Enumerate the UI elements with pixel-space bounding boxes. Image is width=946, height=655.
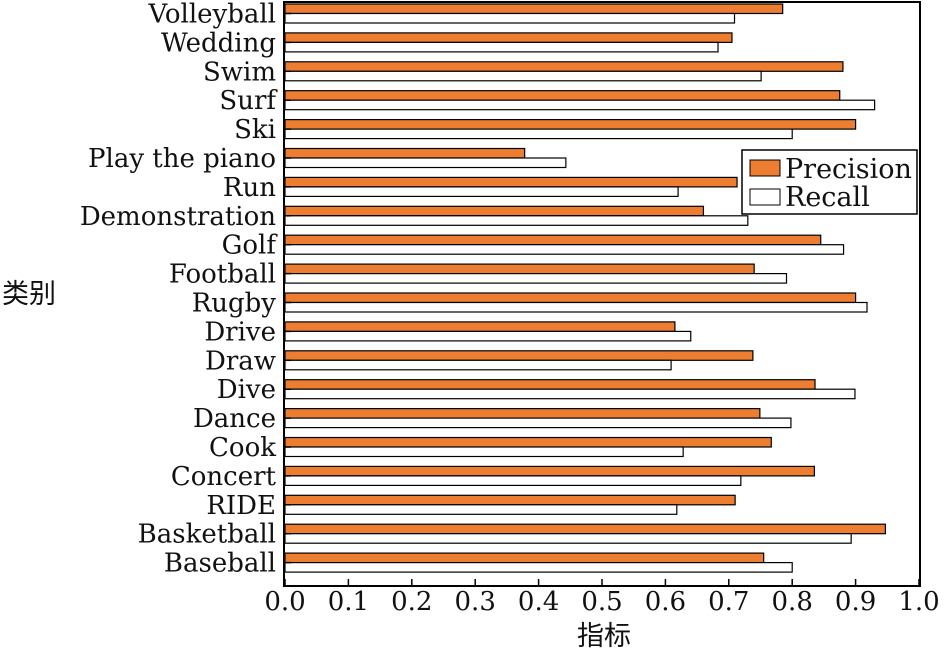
legend-label-precision: Precision bbox=[785, 154, 912, 185]
x-tick-label: 0.9 bbox=[835, 587, 876, 617]
bar-recall-dive bbox=[284, 388, 856, 400]
x-tick-label: 1.0 bbox=[898, 587, 939, 617]
bar-precision-ride bbox=[284, 494, 736, 506]
category-label-dive: Dive bbox=[217, 375, 276, 405]
bar-recall-demonstration bbox=[284, 215, 749, 226]
x-tick-label: 0.5 bbox=[581, 587, 622, 617]
category-label-swim: Swim bbox=[203, 57, 276, 87]
category-label-run: Run bbox=[223, 173, 276, 203]
bar-precision-swim bbox=[284, 61, 844, 72]
x-tick-label: 0.7 bbox=[708, 587, 749, 617]
category-label-demonstration: Demonstration bbox=[80, 202, 276, 232]
bar-precision-drive bbox=[284, 321, 676, 332]
y-axis-title: 类别 bbox=[2, 279, 56, 310]
category-label-draw: Draw bbox=[205, 346, 276, 376]
bar-precision-concert bbox=[284, 465, 815, 477]
bar-precision-surf bbox=[284, 90, 841, 101]
category-label-ski: Ski bbox=[234, 115, 276, 145]
bar-precision-dive bbox=[284, 379, 816, 390]
bar-recall-wedding bbox=[284, 41, 719, 53]
bar-recall-football bbox=[284, 273, 788, 284]
bar-recall-baseball bbox=[284, 561, 793, 573]
category-label-baseball: Baseball bbox=[164, 549, 276, 579]
bar-recall-rugby bbox=[284, 301, 868, 313]
bar-recall-draw bbox=[284, 359, 672, 371]
bar-precision-baseball bbox=[284, 552, 765, 564]
category-label-surf: Surf bbox=[219, 86, 278, 116]
bar-precision-draw bbox=[284, 350, 754, 361]
bar-precision-demonstration bbox=[284, 205, 705, 217]
category-label-dance: Dance bbox=[193, 404, 276, 434]
bar-recall-basketball bbox=[284, 533, 852, 544]
bar-precision-cook bbox=[284, 436, 772, 448]
x-tick-labels: 0.0 0.1 0.2 0.3 0.4 0.5 0.6 0.7 0.8 0.9 1.0 bbox=[264, 587, 939, 617]
x-axis-title: 指标 bbox=[577, 621, 631, 652]
bar-recall-volleyball bbox=[284, 12, 736, 24]
bar-precision-dance bbox=[284, 408, 761, 419]
bar-precision-ski bbox=[284, 118, 857, 130]
category-label-rugby: Rugby bbox=[192, 289, 277, 319]
bar-recall-golf bbox=[284, 244, 845, 255]
bar-precision-golf bbox=[284, 234, 822, 246]
bar-recall-run bbox=[284, 186, 679, 197]
bar-precision-run bbox=[284, 176, 738, 188]
bar-recall-ride bbox=[284, 504, 678, 515]
category-label-cook: Cook bbox=[209, 433, 276, 463]
bar-precision-rugby bbox=[284, 292, 857, 304]
bar-precision-volleyball bbox=[284, 3, 784, 15]
x-tick-label: 0.4 bbox=[518, 587, 559, 617]
bar-recall-dance bbox=[284, 417, 792, 429]
x-tick-label: 0.1 bbox=[328, 587, 369, 617]
x-tick-label: 0.2 bbox=[391, 587, 432, 617]
legend: Precision Recall bbox=[741, 149, 918, 215]
bar-recall-cook bbox=[284, 446, 684, 458]
bar-precision-football bbox=[284, 263, 755, 275]
x-tick-label: 0.8 bbox=[772, 587, 813, 617]
bar-precision-play-the-piano bbox=[284, 147, 526, 159]
x-tick-label: 0.0 bbox=[264, 587, 305, 617]
legend-swatch-precision bbox=[749, 159, 781, 177]
category-label-ride: RIDE bbox=[206, 491, 276, 521]
legend-label-recall: Recall bbox=[785, 182, 870, 213]
category-label-wedding: Wedding bbox=[161, 28, 276, 58]
category-label-concert: Concert bbox=[171, 462, 277, 492]
x-tick-label: 0.3 bbox=[455, 587, 496, 617]
bar-recall-concert bbox=[284, 475, 742, 486]
bar-precision-basketball bbox=[284, 523, 886, 535]
category-label-volleyball: Volleyball bbox=[147, 0, 276, 30]
bar-precision-wedding bbox=[284, 32, 733, 44]
bar-recall-drive bbox=[284, 330, 692, 342]
category-label-play-the-piano: Play the piano bbox=[88, 144, 276, 174]
category-label-golf: Golf bbox=[222, 231, 279, 261]
category-label-drive: Drive bbox=[204, 317, 276, 347]
bar-recall-ski bbox=[284, 128, 793, 140]
ticks-layer bbox=[284, 12, 920, 586]
bar-recall-swim bbox=[284, 70, 762, 82]
legend-swatch-recall bbox=[749, 188, 781, 206]
bar-recall-play-the-piano bbox=[284, 157, 567, 169]
bars-layer bbox=[284, 3, 886, 573]
category-label-football: Football bbox=[169, 260, 276, 290]
category-label-basketball: Basketball bbox=[138, 520, 276, 550]
x-tick-label: 0.6 bbox=[645, 587, 686, 617]
bar-recall-surf bbox=[284, 99, 876, 111]
